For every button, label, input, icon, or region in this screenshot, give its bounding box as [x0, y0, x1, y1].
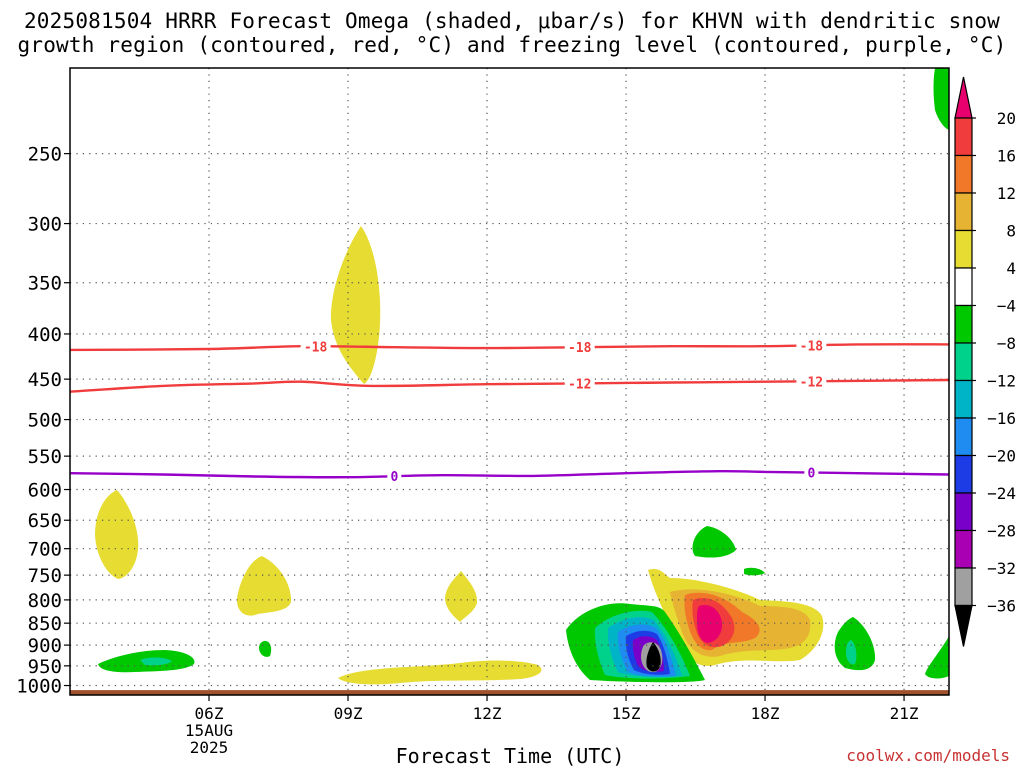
- x-tick-label-06Z: 06Z: [195, 704, 224, 723]
- omega-region-upper-positive: [330, 226, 381, 384]
- contour-label-0-0: 0: [390, 470, 398, 485]
- colorbar-swatch-7: [954, 379, 973, 419]
- omega-region-top-right-negative: [933, 68, 949, 130]
- colorbar-label-5: −4: [997, 297, 1016, 316]
- colorbar-swatch-0: [954, 117, 973, 157]
- chart-title-line-1: 2025081504 HRRR Forecast Omega (shaded, …: [23, 9, 1001, 33]
- omega-region-2000-negative: [834, 617, 876, 671]
- contour-label--12-1: -12: [800, 375, 823, 390]
- temperature-contours: -18 -18 -18 -12 -12 0 0: [70, 338, 949, 485]
- colorbar-label-8: −16: [987, 409, 1016, 428]
- terrain-strip: [70, 690, 949, 695]
- y-tick-label-300: 300: [28, 214, 62, 236]
- colorbar-label-1: 16: [997, 147, 1016, 166]
- contour-line-0: [70, 469, 949, 479]
- omega-region-lowlevel-positive: [338, 660, 542, 685]
- y-tick-label-650: 650: [28, 510, 62, 532]
- y-tick-label-600: 600: [28, 480, 62, 502]
- plot-frame: [69, 67, 950, 696]
- credit-text: coolwx.com/models: [846, 746, 1010, 765]
- x-tick-label-09Z: 09Z: [334, 704, 363, 723]
- x-axis-label: Forecast Time (UTC): [395, 744, 625, 768]
- y-tick-label-750: 750: [28, 565, 62, 587]
- omega-region-1700-max: [697, 604, 723, 643]
- omega-region-small-negative: [259, 640, 272, 657]
- omega-region-left-negative-core: [140, 657, 172, 666]
- omega-region-small-negative-2: [744, 567, 765, 576]
- axes: 2503003504004505005506006507007508008509…: [16, 67, 950, 757]
- omega-region-0800-positive: [236, 556, 292, 616]
- colorbar: 20 16 12 8 4 −4 −8 −12 −16 −20 −24 −28 −32 −36: [954, 76, 1016, 647]
- colorbar-bottom-arrow: [954, 604, 973, 647]
- contour-label-0-1: 0: [807, 467, 815, 482]
- colorbar-label-2: 12: [997, 184, 1016, 203]
- y-tick-label-400: 400: [28, 324, 62, 346]
- colorbar-swatch-12: [954, 567, 973, 607]
- y-tick-label-900: 900: [28, 635, 62, 657]
- colorbar-swatch-6: [954, 342, 973, 382]
- contour-label-bg-0-0: [387, 469, 402, 484]
- colorbar-label-13: −36: [987, 597, 1016, 616]
- colorbar-label-12: −32: [987, 559, 1016, 578]
- contour-label--18-2: -18: [800, 339, 824, 354]
- contour-label--18-0: -18: [304, 340, 328, 355]
- colorbar-label-4: 4: [1006, 259, 1016, 278]
- y-tick-label-350: 350: [28, 273, 62, 295]
- colorbar-swatch-11: [954, 529, 973, 569]
- contour-label-bg--18-0: [300, 339, 331, 354]
- colorbar-swatch-3: [954, 229, 973, 269]
- omega-region-left-positive: [95, 490, 139, 579]
- colorbar-top-arrow: [954, 76, 973, 119]
- y-tick-label-250: 250: [28, 144, 62, 166]
- y-tick-label-700: 700: [28, 539, 62, 561]
- colorbar-label-10: −24: [987, 484, 1016, 503]
- contour-label-bg--18-1: [564, 340, 595, 355]
- contour-label-bg-0-1: [804, 465, 819, 480]
- colorbar-swatch-10: [954, 492, 973, 532]
- contour-label-bg--18-2: [796, 338, 827, 353]
- omega-region-2000-negative-core: [846, 640, 857, 665]
- y-tick-label-550: 550: [28, 446, 62, 468]
- chart-title-line-2: growth region (contoured, red, °C) and f…: [17, 33, 1007, 57]
- contour-line--12: [70, 378, 949, 393]
- omega-region-1600-min: [646, 642, 661, 672]
- omega-region-1700-upper-negative: [692, 526, 736, 558]
- colorbar-label-11: −28: [987, 522, 1016, 541]
- colorbar-swatch-1: [954, 154, 973, 194]
- contour-label--12-0: -12: [568, 377, 591, 392]
- colorbar-label-9: −20: [987, 447, 1016, 466]
- omega-region-bottom-right-negative: [925, 636, 949, 679]
- omega-region-1200-positive: [445, 571, 478, 622]
- y-tick-label-1000: 1000: [16, 676, 62, 698]
- y-tick-label-850: 850: [28, 613, 62, 635]
- colorbar-swatch-4: [954, 267, 973, 307]
- y-tick-label-950: 950: [28, 656, 62, 678]
- omega-shading: [95, 68, 949, 685]
- contour-label--18-1: -18: [568, 341, 592, 356]
- colorbar-label-0: 20: [997, 109, 1016, 128]
- x-tick-sublabel-0: 15AUG: [185, 721, 233, 740]
- y-tick-label-800: 800: [28, 590, 62, 612]
- colorbar-swatch-5: [954, 304, 973, 344]
- x-tick-label-12Z: 12Z: [473, 704, 502, 723]
- x-tick-label-18Z: 18Z: [751, 704, 780, 723]
- x-tick-sublabel-1: 2025: [190, 738, 229, 757]
- colorbar-swatch-8: [954, 417, 973, 457]
- x-tick-label-21Z: 21Z: [890, 704, 919, 723]
- y-tick-label-500: 500: [28, 410, 62, 432]
- contour-label-bg--12-0: [564, 376, 595, 391]
- y-tick-label-450: 450: [28, 369, 62, 391]
- colorbar-label-6: −8: [997, 334, 1016, 353]
- x-tick-label-15Z: 15Z: [612, 704, 641, 723]
- colorbar-label-7: −12: [987, 372, 1016, 391]
- contour-label-bg--12-1: [796, 374, 827, 389]
- colorbar-swatch-9: [954, 454, 973, 494]
- colorbar-label-3: 8: [1006, 222, 1016, 241]
- colorbar-swatch-2: [954, 192, 973, 232]
